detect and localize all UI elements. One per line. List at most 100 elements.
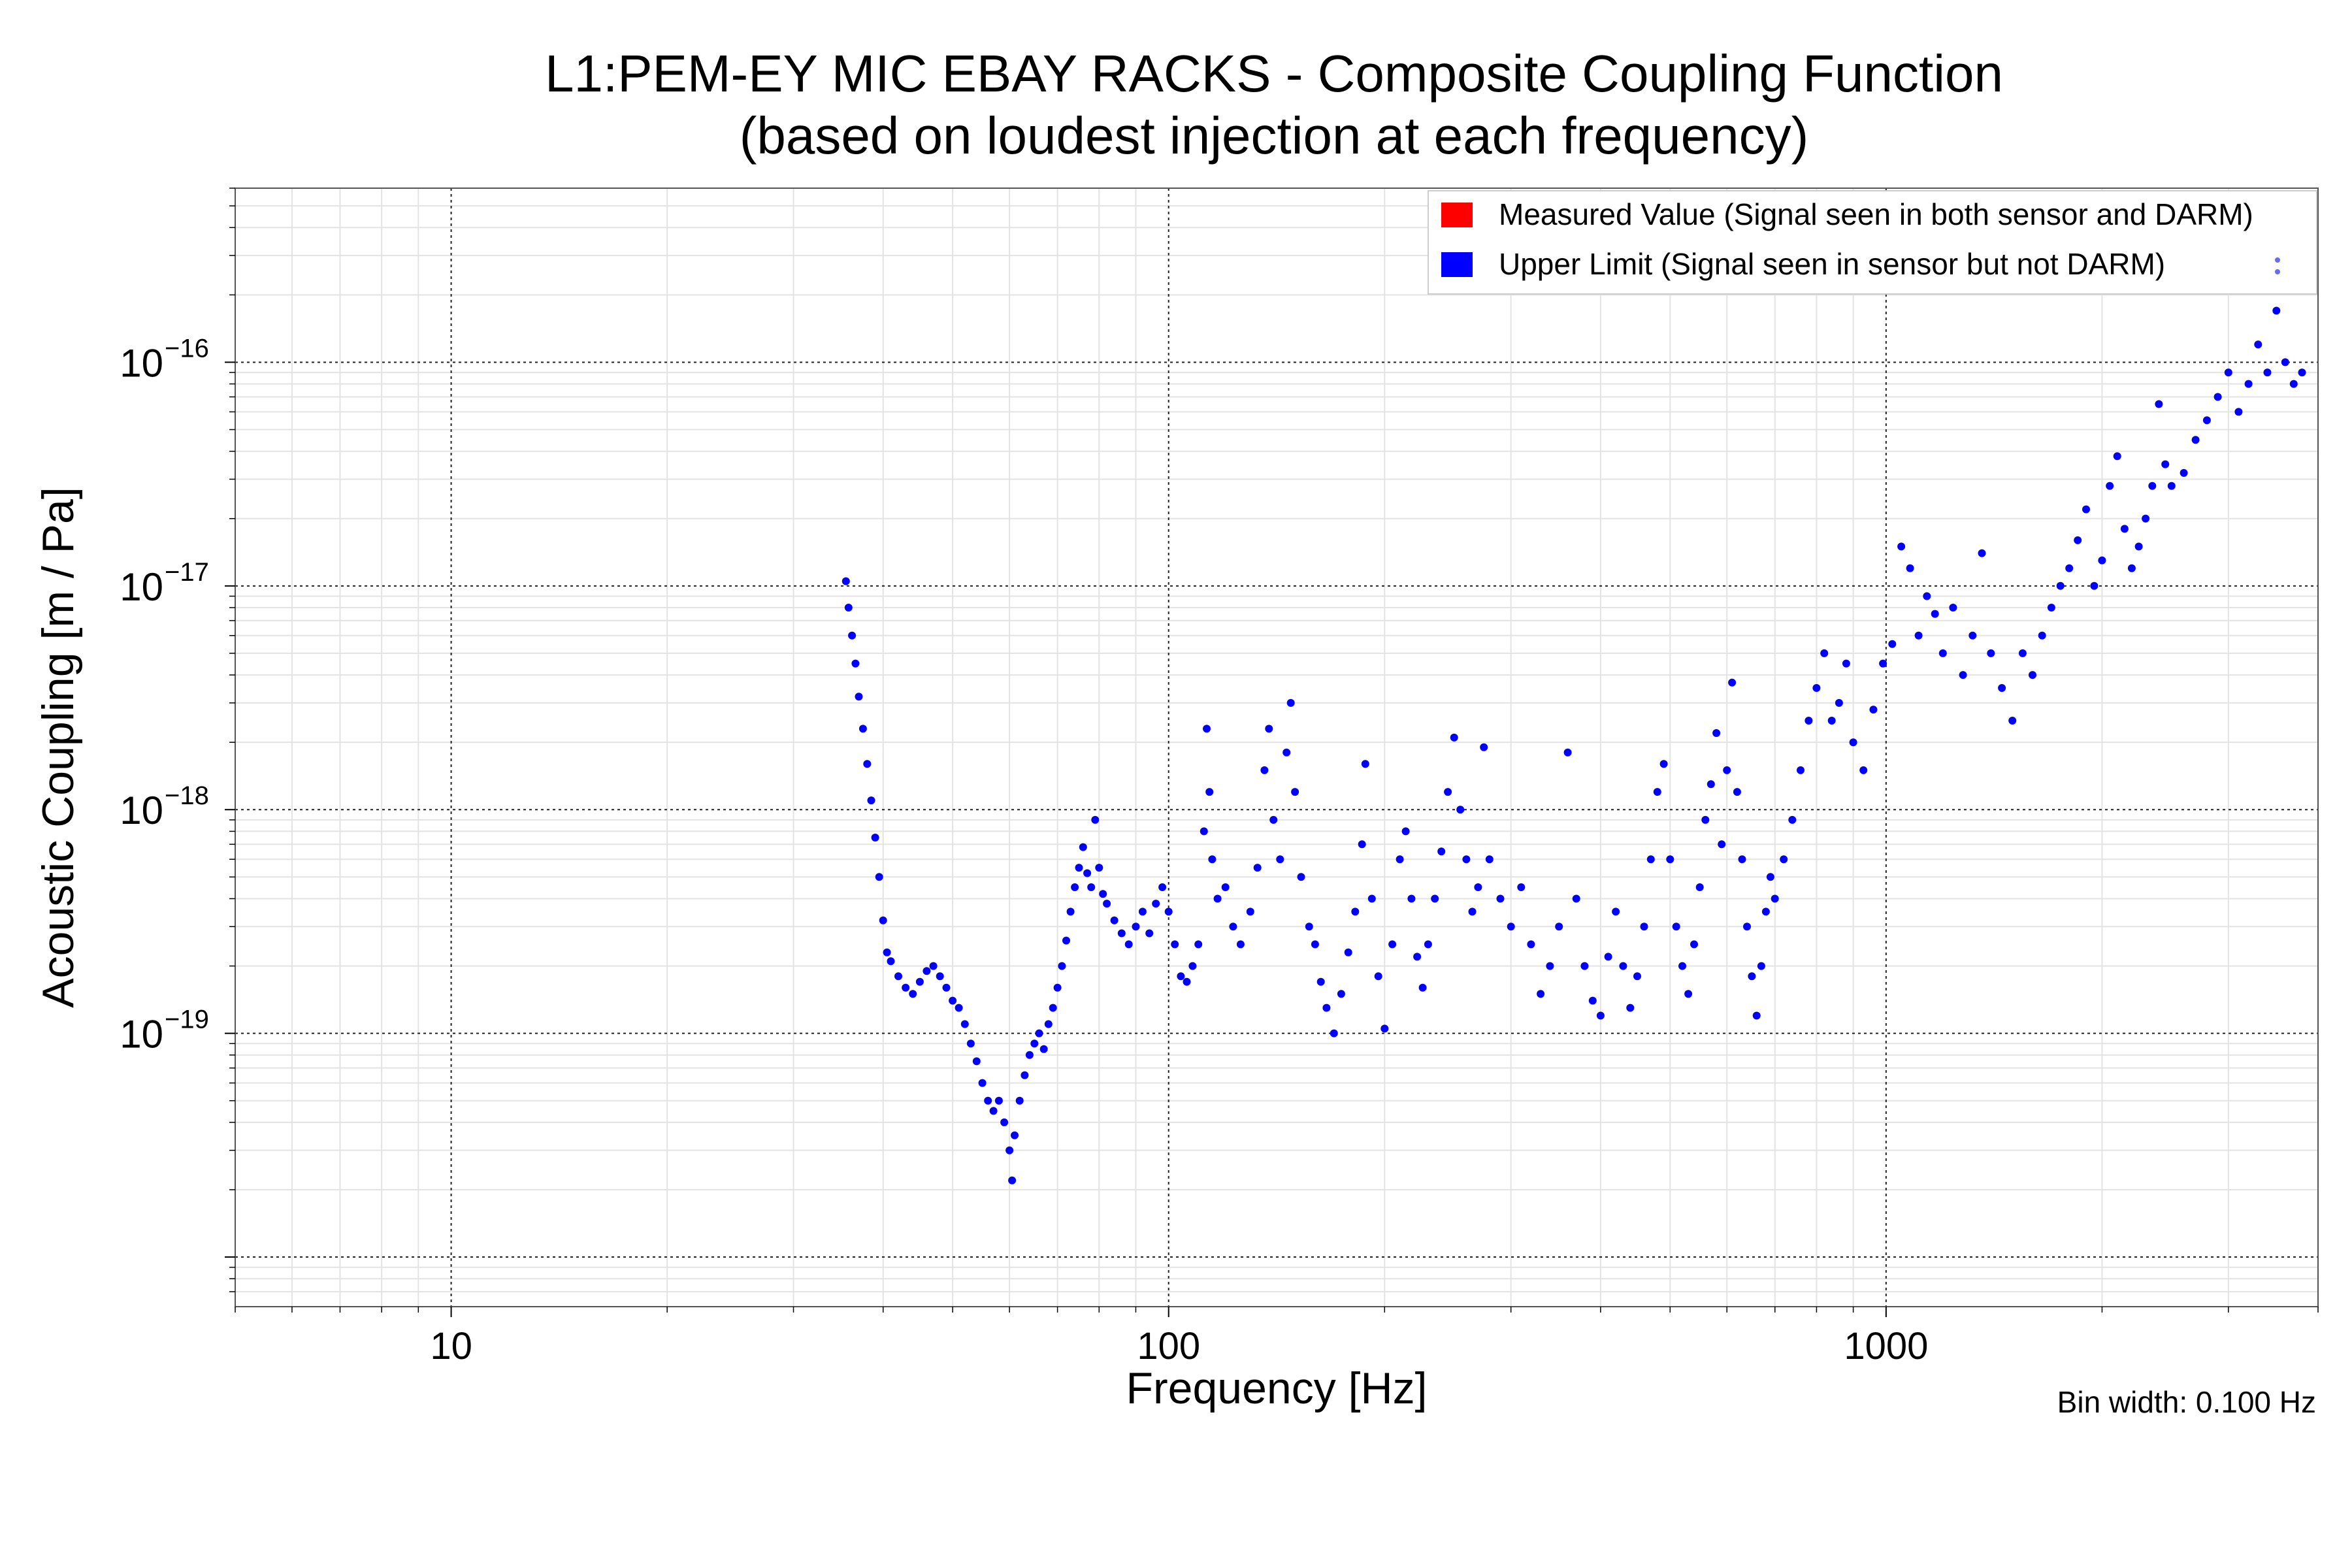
data-point: [1507, 923, 1515, 931]
legend: Measured Value (Signal seen in both sens…: [1428, 190, 2317, 295]
data-point: [2098, 556, 2106, 564]
data-point: [1396, 855, 1404, 864]
data-point: [2202, 416, 2211, 425]
data-point: [2090, 581, 2099, 590]
data-point: [1000, 1118, 1009, 1126]
data-point: [1316, 977, 1325, 986]
data-point: [1374, 972, 1382, 981]
data-point: [1229, 923, 1237, 931]
data-point: [887, 957, 895, 966]
data-point: [1380, 1024, 1389, 1033]
data-point: [2191, 436, 2200, 444]
data-point: [1194, 940, 1203, 949]
data-point: [1672, 923, 1680, 931]
data-point: [1401, 827, 1410, 836]
data-point: [923, 967, 931, 975]
data-point: [2161, 460, 2170, 468]
data-point: [1914, 631, 1923, 640]
data-point: [1968, 631, 1977, 640]
data-point: [1897, 542, 1906, 551]
data-point: [1456, 806, 1465, 814]
data-point: [1407, 894, 1416, 903]
y-tick-exponent: −17: [165, 558, 209, 587]
data-point: [1879, 659, 1887, 668]
data-point: [1164, 907, 1173, 916]
data-point: [1138, 907, 1147, 916]
data-point: [2142, 514, 2150, 523]
plot-frame: [235, 188, 2319, 1307]
data-point: [1282, 748, 1291, 757]
data-point: [1626, 1004, 1635, 1012]
data-point: [1712, 729, 1721, 737]
y-tick-base: 10: [120, 1013, 163, 1056]
data-point: [960, 1020, 969, 1028]
data-point: [1200, 827, 1208, 836]
data-point: [1517, 883, 1526, 891]
legend-swatch-upper-limit: [1441, 252, 1473, 277]
legend-box: [1428, 190, 2317, 295]
data-point: [1707, 780, 1715, 789]
data-point: [1095, 864, 1103, 872]
data-point: [1062, 936, 1070, 945]
data-point: [875, 873, 883, 881]
data-point: [1678, 962, 1686, 970]
data-point: [1572, 894, 1580, 903]
y-tick-base: 10: [120, 565, 163, 609]
data-point: [1780, 855, 1788, 864]
data-point: [1612, 907, 1620, 916]
y-tick-exponent: −18: [165, 781, 209, 810]
data-point: [1728, 678, 1737, 687]
data-point: [1640, 923, 1648, 931]
data-point: [2134, 542, 2143, 551]
data-point: [1959, 671, 1967, 679]
data-point: [1723, 766, 1731, 774]
data-point: [1025, 1051, 1034, 1059]
data-point: [1152, 900, 1160, 908]
data-point: [1998, 684, 2006, 692]
data-point: [858, 725, 867, 733]
y-axis-label: Acoustic Coupling [m / Pa]: [33, 487, 83, 1007]
data-point: [1468, 907, 1477, 916]
data-point: [1812, 684, 1821, 692]
data-point: [1087, 883, 1096, 891]
data-point: [1849, 738, 1857, 747]
data-point: [867, 796, 875, 805]
data-point: [1923, 592, 1931, 600]
data-point: [1619, 962, 1627, 970]
data-point: [1987, 649, 1995, 657]
data-point: [1546, 962, 1554, 970]
bin-width-annotation: Bin width: 0.100 Hz: [2057, 1385, 2316, 1419]
data-point: [915, 977, 924, 986]
data-point: [1091, 815, 1100, 824]
y-tick-base: 10: [120, 341, 163, 385]
chart-title: L1:PEM-EY MIC EBAY RACKS - Composite Cou…: [545, 44, 2003, 103]
data-point: [1604, 953, 1612, 961]
data-point: [1110, 916, 1119, 924]
legend-marker-dot: [2275, 257, 2280, 263]
data-point: [1236, 940, 1245, 949]
data-point: [2065, 564, 2074, 572]
data-point: [978, 1079, 987, 1087]
data-point: [949, 996, 957, 1005]
data-point: [902, 983, 910, 992]
data-point: [2180, 468, 2188, 477]
data-point: [1701, 815, 1710, 824]
data-point: [1358, 840, 1366, 849]
data-point: [1049, 1004, 1057, 1012]
data-point: [1653, 788, 1661, 796]
data-point: [1099, 890, 1107, 898]
data-point: [1265, 725, 1273, 733]
data-point: [1260, 766, 1269, 774]
data-point: [1124, 940, 1133, 949]
data-point: [2289, 380, 2298, 388]
data-point: [1646, 855, 1655, 864]
data-point: [1011, 1131, 1019, 1139]
data-point: [1337, 990, 1345, 998]
data-point: [1659, 760, 1668, 768]
data-point: [1695, 883, 1704, 891]
x-tick-label: 1000: [1844, 1325, 1928, 1367]
data-point: [844, 604, 853, 612]
data-point: [1035, 1029, 1043, 1037]
data-point: [1015, 1096, 1024, 1105]
data-point: [1666, 855, 1674, 864]
